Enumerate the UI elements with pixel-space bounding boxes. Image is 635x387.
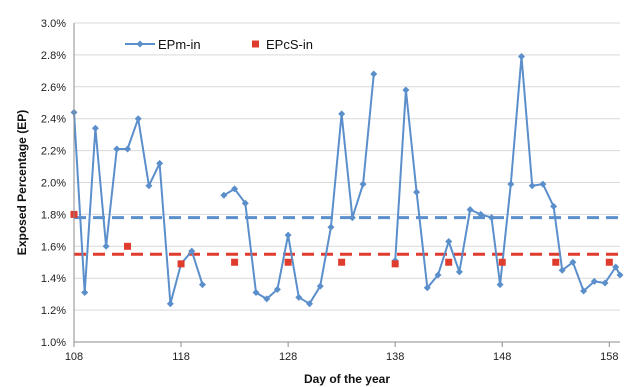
- x-tick-label: 108: [65, 351, 83, 363]
- data-point-epm: [338, 110, 346, 118]
- legend-diamond-icon: [136, 40, 144, 48]
- data-point-epm: [455, 268, 463, 276]
- y-tick-label: 1.6%: [41, 241, 66, 253]
- reference-lines: [74, 216, 620, 256]
- data-point-epm: [156, 159, 164, 167]
- y-tick-label: 1.2%: [41, 305, 66, 317]
- data-point-epm: [359, 180, 367, 188]
- data-point-epcs: [391, 260, 399, 268]
- y-tick-label: 1.0%: [41, 337, 66, 349]
- data-point-epm: [518, 52, 526, 60]
- data-point-epm: [370, 70, 378, 78]
- data-point-epm: [188, 247, 196, 255]
- data-point-epm: [91, 124, 99, 132]
- data-point-epm: [528, 182, 536, 190]
- legend: EPm-in EPcS-in: [125, 37, 313, 52]
- series-line-epm: [73, 112, 204, 305]
- data-point-epm: [124, 145, 132, 153]
- x-tick-label: 138: [386, 351, 404, 363]
- data-point-epm: [241, 199, 249, 207]
- legend-label-epm: EPm-in: [158, 37, 201, 52]
- data-point-epm: [601, 279, 609, 287]
- data-point-epm: [590, 277, 598, 285]
- data-point-epm: [273, 285, 281, 293]
- data-point-epcs: [231, 258, 239, 266]
- data-point-epm: [434, 271, 442, 279]
- series-line-epm: [394, 55, 621, 292]
- data-point-epm: [580, 287, 588, 295]
- data-point-epm: [488, 214, 496, 222]
- y-tick-label: 2.2%: [41, 146, 66, 158]
- data-point-epcs: [498, 258, 506, 266]
- data-point-epm: [402, 86, 410, 94]
- data-point-epm: [423, 284, 431, 292]
- data-point-epm: [550, 202, 558, 210]
- x-tick-label: 158: [600, 351, 618, 363]
- data-point-epm: [466, 206, 474, 214]
- data-point-epcs: [552, 258, 560, 266]
- data-point-epm: [145, 182, 153, 190]
- y-tick-label: 2.4%: [41, 114, 66, 126]
- data-point-epcs: [445, 258, 453, 266]
- data-point-epcs: [124, 242, 132, 250]
- data-point-epm: [569, 258, 577, 266]
- y-tick-label: 3.0%: [41, 18, 66, 30]
- data-point-epcs: [338, 258, 346, 266]
- data-point-epm: [413, 188, 421, 196]
- y-axis-title: Exposed Percentage (EP): [15, 110, 29, 255]
- data-point-epm: [134, 115, 142, 123]
- data-point-epm: [477, 210, 485, 218]
- data-point-epm: [558, 266, 566, 274]
- data-point-epm: [113, 145, 121, 153]
- data-point-epm: [507, 180, 515, 188]
- axes: [73, 23, 620, 347]
- data-point-epcs: [605, 258, 613, 266]
- data-point-epm: [284, 231, 292, 239]
- data-point-epm: [327, 223, 335, 231]
- y-tick-label: 1.4%: [41, 273, 66, 285]
- data-point-epm: [616, 271, 624, 279]
- x-axis-title: Day of the year: [304, 372, 390, 386]
- data-point-epm: [445, 238, 453, 246]
- data-point-epm: [263, 295, 271, 303]
- data-point-epm: [348, 214, 356, 222]
- legend-square-icon: [252, 40, 259, 48]
- data-point-epcs: [177, 260, 185, 268]
- tick-labels: 1.0% 1.2% 1.4% 1.6% 1.8% 2.0% 2.2% 2.4% 2.6% 2.8%…: [41, 18, 619, 363]
- data-point-epm: [295, 293, 303, 301]
- x-tick-label: 128: [279, 351, 297, 363]
- data-point-epm: [496, 281, 504, 289]
- data-point-epm: [539, 180, 547, 188]
- data-point-epm: [198, 281, 206, 289]
- y-tick-label: 2.8%: [41, 50, 66, 62]
- legend-label-epcs: EPcS-in: [266, 37, 313, 52]
- series-line-epm: [223, 73, 375, 305]
- data-point-epm: [612, 263, 620, 271]
- y-tick-label: 2.6%: [41, 82, 66, 94]
- data-point-epm: [102, 242, 110, 250]
- x-tick-label: 148: [493, 351, 511, 363]
- data-point-epm: [252, 289, 260, 297]
- data-point-epm: [81, 289, 89, 297]
- series-layer: [70, 52, 624, 308]
- x-tick-label: 118: [172, 351, 190, 363]
- y-tick-label: 2.0%: [41, 178, 66, 190]
- data-point-epm: [220, 191, 228, 199]
- data-point-epm: [231, 185, 239, 193]
- data-point-epm: [166, 300, 174, 308]
- data-point-epm: [316, 282, 324, 290]
- data-point-epcs: [284, 258, 292, 266]
- y-tick-label: 1.8%: [41, 209, 66, 221]
- data-point-epm: [306, 300, 314, 308]
